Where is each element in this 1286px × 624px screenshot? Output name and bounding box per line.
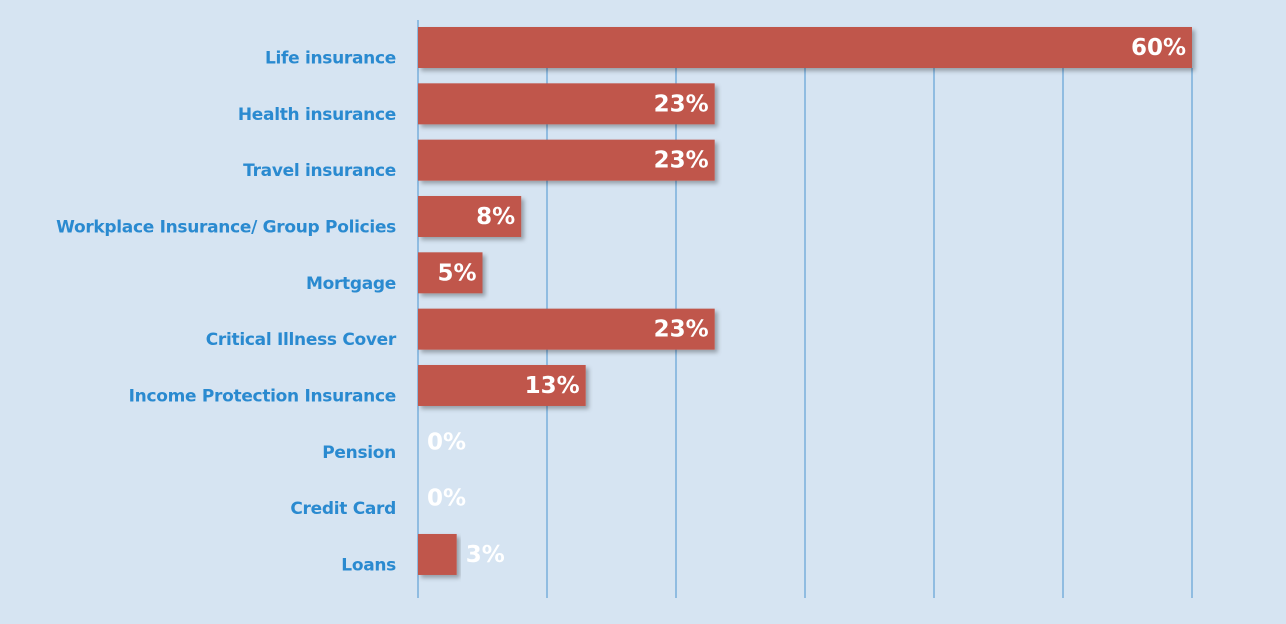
bar bbox=[418, 308, 715, 350]
bar bbox=[418, 364, 586, 406]
value-label: 5% bbox=[437, 260, 476, 286]
category-label: Pension bbox=[322, 443, 396, 463]
category-label: Mortgage bbox=[306, 274, 396, 294]
category-label: Life insurance bbox=[265, 49, 396, 69]
value-label: 23% bbox=[654, 148, 709, 174]
bar bbox=[418, 83, 715, 125]
category-label: Health insurance bbox=[238, 105, 396, 125]
bar bbox=[418, 533, 457, 575]
value-label: 0% bbox=[427, 429, 466, 455]
bar bbox=[418, 139, 715, 181]
category-label: Workplace Insurance/ Group Policies bbox=[56, 217, 396, 237]
value-label: 13% bbox=[525, 373, 580, 399]
category-label: Critical Illness Cover bbox=[206, 330, 397, 350]
bar bbox=[418, 195, 522, 237]
value-label: 3% bbox=[466, 542, 505, 568]
value-label: 8% bbox=[476, 204, 515, 230]
category-label: Travel insurance bbox=[243, 161, 396, 181]
value-label: 0% bbox=[427, 486, 466, 512]
bar bbox=[418, 252, 483, 294]
value-label: 23% bbox=[654, 317, 709, 343]
category-label: Credit Card bbox=[290, 499, 396, 519]
category-label: Loans bbox=[341, 555, 396, 575]
value-label: 60% bbox=[1131, 35, 1186, 61]
value-label: 23% bbox=[654, 91, 709, 117]
category-label: Income Protection Insurance bbox=[129, 386, 396, 406]
bar bbox=[418, 27, 1192, 68]
